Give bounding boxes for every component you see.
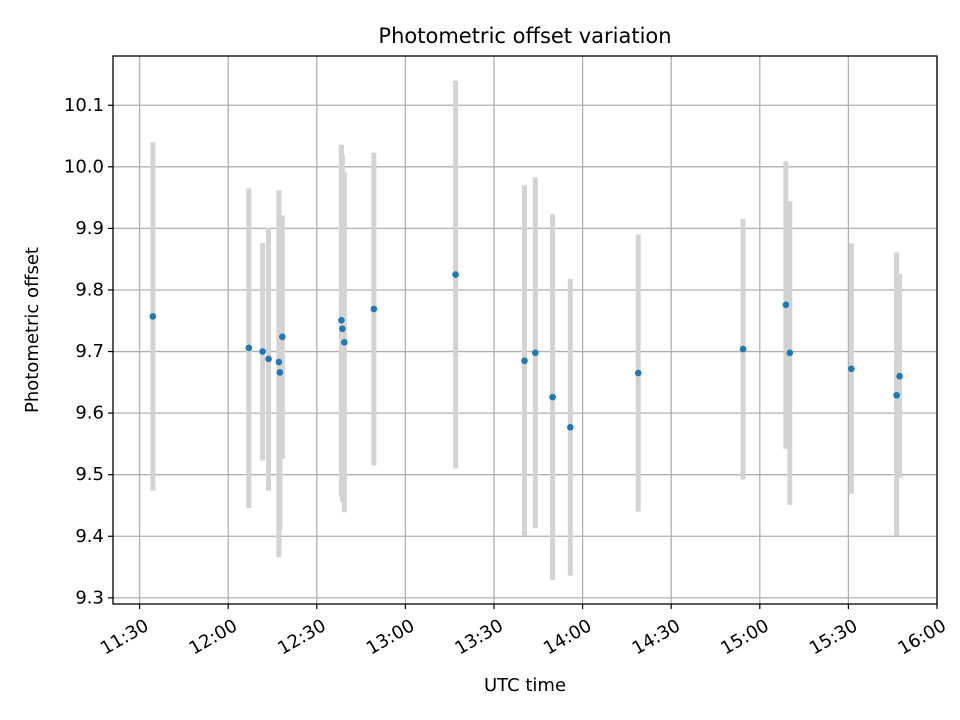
y-tick-label: 9.7 (75, 341, 104, 362)
data-point (259, 348, 266, 355)
y-tick-label: 9.3 (75, 587, 104, 608)
y-tick-label: 10.1 (64, 95, 104, 116)
data-points (149, 271, 903, 431)
data-point (339, 325, 346, 333)
y-tick-label: 9.4 (75, 526, 104, 547)
y-tick-label: 9.6 (75, 403, 104, 424)
data-point (275, 358, 283, 366)
y-tick-label: 10.0 (64, 156, 104, 177)
data-point (279, 333, 286, 341)
data-point (532, 349, 539, 357)
data-point (338, 316, 345, 324)
data-point (521, 357, 528, 365)
data-point (370, 305, 378, 313)
data-point (149, 313, 157, 320)
data-point (549, 393, 556, 401)
data-point (893, 391, 900, 399)
plot-frame (112, 55, 938, 605)
data-point (739, 345, 747, 353)
data-point (566, 423, 574, 431)
x-axis-title: UTC time (484, 675, 566, 696)
data-point (245, 344, 253, 352)
y-tick-label: 9.9 (75, 218, 104, 239)
data-point (265, 355, 272, 363)
data-point (782, 301, 790, 309)
y-tick-label: 9.8 (75, 279, 104, 300)
data-point (786, 349, 794, 357)
data-point (848, 365, 855, 373)
data-point (634, 369, 642, 377)
y-axis-title: Photometric offset (22, 247, 43, 413)
y-tick-label: 9.5 (75, 464, 104, 485)
data-point (276, 369, 284, 376)
data-point (896, 372, 903, 380)
y-axis-ticks: 9.3 9.4 9.5 9.6 9.7 9.8 9.9 10.0 10.1 (64, 95, 113, 608)
chart-title: Photometric offset variation (378, 24, 671, 48)
data-point (452, 271, 459, 278)
data-point (341, 339, 348, 346)
